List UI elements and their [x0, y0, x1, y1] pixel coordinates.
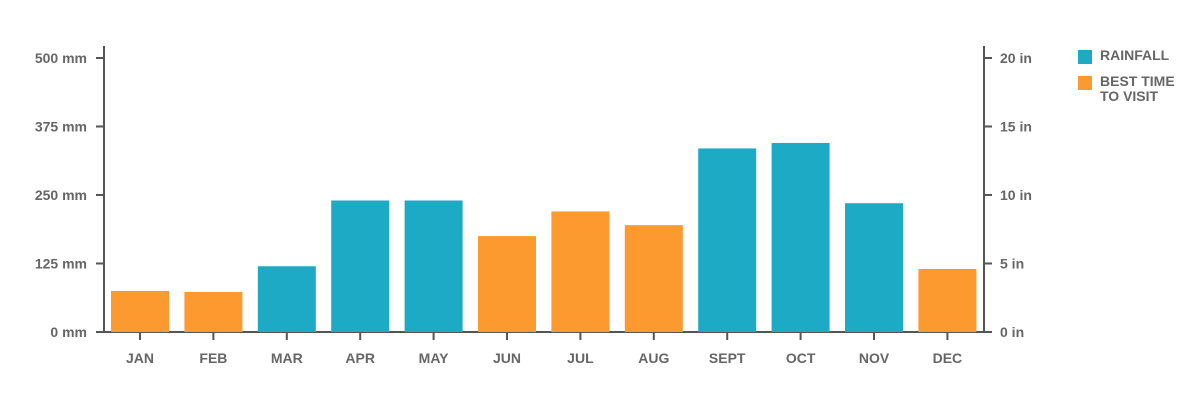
y-tick-label-left: 500 mm — [35, 50, 87, 66]
bar-feb — [184, 291, 243, 332]
legend-swatch-rainfall — [1078, 50, 1092, 64]
x-tick-label-mar: MAR — [271, 350, 303, 366]
y-tick-label-right: 20 in — [1000, 50, 1032, 66]
x-tick-label-apr: APR — [345, 350, 375, 366]
x-tick-label-nov: NOV — [859, 350, 890, 366]
x-tick-label-jul: JUL — [567, 350, 594, 366]
legend-label-best-time: BEST TIME TO VISIT — [1100, 73, 1175, 104]
y-axis-left-labels: 0 mm 125 mm 250 mm 375 mm 500 mm — [35, 50, 87, 340]
x-tick-label-jun: JUN — [493, 350, 521, 366]
y-axis-right-labels: 0 in 5 in 10 in 15 in 20 in — [1000, 50, 1032, 340]
bar-jun — [478, 236, 536, 332]
bar-jan — [111, 290, 169, 332]
x-tick-label-aug: AUG — [638, 350, 669, 366]
x-axis-labels: JAN FEB MAR APR MAY JUN JUL AUG SEPT OCT NOV DEC — [126, 350, 962, 366]
bars — [111, 142, 977, 332]
y-tick-label-left: 0 mm — [50, 324, 87, 340]
x-tick-label-sept: SEPT — [709, 350, 746, 366]
bar-jul — [551, 211, 610, 332]
bar-sept — [698, 148, 757, 332]
legend-label-rainfall: RAINFALL — [1100, 47, 1170, 63]
bar-mar — [257, 266, 316, 332]
axes — [96, 46, 992, 340]
x-tick-label-jan: JAN — [126, 350, 154, 366]
legend: RAINFALL BEST TIME TO VISIT — [1078, 48, 1180, 114]
legend-item-rainfall: RAINFALL — [1078, 48, 1180, 64]
bar-dec — [918, 268, 977, 332]
bar-nov — [845, 203, 903, 332]
y-tick-label-right: 0 in — [1000, 324, 1024, 340]
y-tick-label-left: 125 mm — [35, 256, 87, 272]
y-tick-label-right: 15 in — [1000, 119, 1032, 135]
legend-swatch-best-time — [1078, 76, 1092, 90]
y-tick-label-left: 250 mm — [35, 187, 87, 203]
x-tick-label-oct: OCT — [786, 350, 816, 366]
y-tick-label-right: 10 in — [1000, 187, 1032, 203]
legend-item-best-time: BEST TIME TO VISIT — [1078, 74, 1180, 104]
y-tick-label-right: 5 in — [1000, 256, 1024, 272]
x-tick-label-may: MAY — [419, 350, 449, 366]
x-tick-label-dec: DEC — [933, 350, 963, 366]
bar-apr — [331, 200, 390, 332]
y-tick-label-left: 375 mm — [35, 119, 87, 135]
x-tick-label-feb: FEB — [199, 350, 227, 366]
bar-oct — [771, 142, 830, 332]
bar-may — [404, 200, 463, 332]
bar-aug — [624, 225, 683, 332]
